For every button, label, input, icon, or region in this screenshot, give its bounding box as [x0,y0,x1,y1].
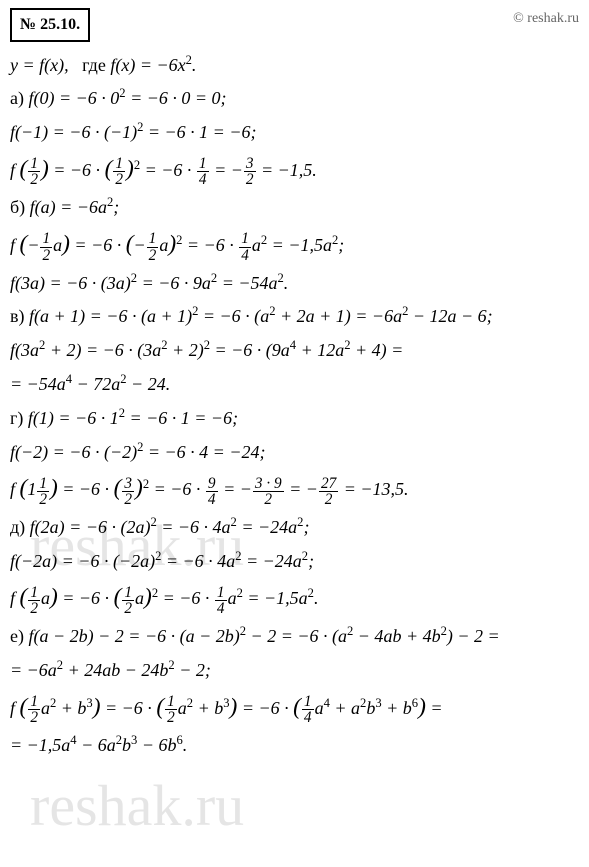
copyright: © reshak.ru [513,8,579,30]
content-area: № 25.10. © reshak.ru y = f(x), где f(x) … [10,8,579,760]
part-g-line2: f(−2) = −6 · (−2)2 = −6 · 4 = −24; [10,437,579,467]
header-row: № 25.10. © reshak.ru [10,8,579,42]
part-v-line2: f(3a2 + 2) = −6 · (3a2 + 2)2 = −6 · (9a4… [10,335,579,365]
part-e-line3: f (12a2 + b3) = −6 · (12a2 + b3) = −6 · … [10,689,579,726]
part-e-line2: = −6a2 + 24ab − 24b2 − 2; [10,655,579,685]
part-e-line4: = −1,5a4 − 6a2b3 − 6b6. [10,730,579,760]
part-b-line3: f(3a) = −6 · (3a)2 = −6 · 9a2 = −54a2. [10,268,579,298]
part-g-line1: г) f(1) = −6 · 12 = −6 · 1 = −6; [10,403,579,433]
part-d-line2: f(−2a) = −6 · (−2a)2 = −6 · 4a2 = −24a2; [10,546,579,576]
intro-line: y = f(x), где f(x) = −6x2. [10,50,579,80]
part-d-line3: f (12a) = −6 · (12a)2 = −6 · 14a2 = −1,5… [10,579,579,616]
part-a-line1: а) f(0) = −6 · 02 = −6 · 0 = 0; [10,83,579,113]
part-d-line1: д) f(2a) = −6 · (2a)2 = −6 · 4a2 = −24a2… [10,512,579,542]
part-v-line3: = −54a4 − 72a2 − 24. [10,369,579,399]
part-b-line1: б) f(a) = −6a2; [10,192,579,222]
part-g-line3: f (112) = −6 · (32)2 = −6 · 94 = −3 · 92… [10,470,579,507]
part-a-line3: f (12) = −6 · (12)2 = −6 · 14 = −32 = −1… [10,151,579,188]
watermark: reshak.ru [30,760,244,853]
part-v-line1: в) f(a + 1) = −6 · (a + 1)2 = −6 · (a2 +… [10,301,579,331]
part-a-line2: f(−1) = −6 · (−1)2 = −6 · 1 = −6; [10,117,579,147]
part-b-line2: f (−12a) = −6 · (−12a)2 = −6 · 14a2 = −1… [10,226,579,263]
part-e-line1: е) f(a − 2b) − 2 = −6 · (a − 2b)2 − 2 = … [10,621,579,651]
problem-number: № 25.10. [10,8,90,42]
